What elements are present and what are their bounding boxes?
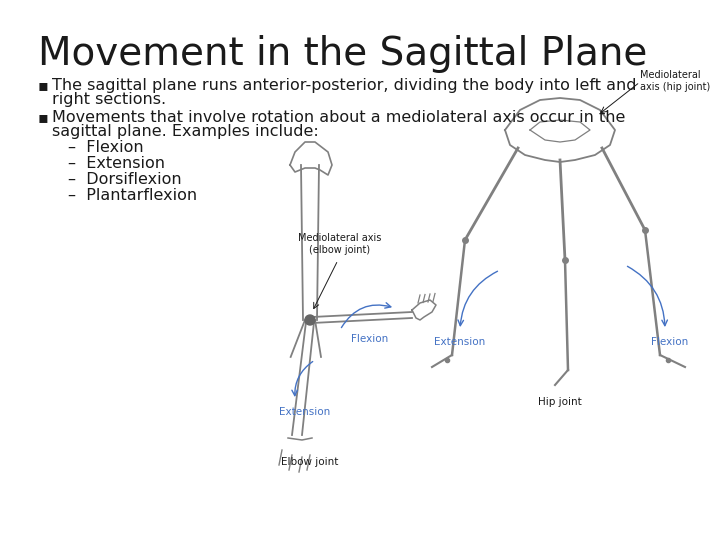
Text: Extension: Extension (434, 337, 485, 347)
Text: Movements that involve rotation about a mediolateral axis occur in the: Movements that involve rotation about a … (52, 110, 626, 125)
Text: –  Extension: – Extension (68, 156, 165, 171)
Text: right sections.: right sections. (52, 92, 166, 107)
Text: Hip joint: Hip joint (538, 397, 582, 407)
Text: The sagittal plane runs anterior-posterior, dividing the body into left and: The sagittal plane runs anterior-posteri… (52, 78, 636, 93)
Circle shape (305, 315, 315, 325)
Text: sagittal plane. Examples include:: sagittal plane. Examples include: (52, 124, 319, 139)
Text: ▪: ▪ (38, 110, 49, 125)
Text: Elbow joint: Elbow joint (282, 457, 338, 467)
Text: Mediolateral axis
(elbow joint): Mediolateral axis (elbow joint) (298, 233, 382, 255)
Text: –  Dorsiflexion: – Dorsiflexion (68, 172, 181, 187)
Text: ▪: ▪ (38, 78, 49, 93)
Text: Extension: Extension (279, 407, 330, 417)
Text: Mediolateral
axis (hip joint): Mediolateral axis (hip joint) (640, 70, 710, 92)
Text: –  Flexion: – Flexion (68, 140, 143, 155)
Text: Flexion: Flexion (652, 337, 688, 347)
Text: Flexion: Flexion (351, 334, 389, 344)
Text: Movement in the Sagittal Plane: Movement in the Sagittal Plane (38, 35, 647, 73)
Text: –  Plantarflexion: – Plantarflexion (68, 188, 197, 203)
